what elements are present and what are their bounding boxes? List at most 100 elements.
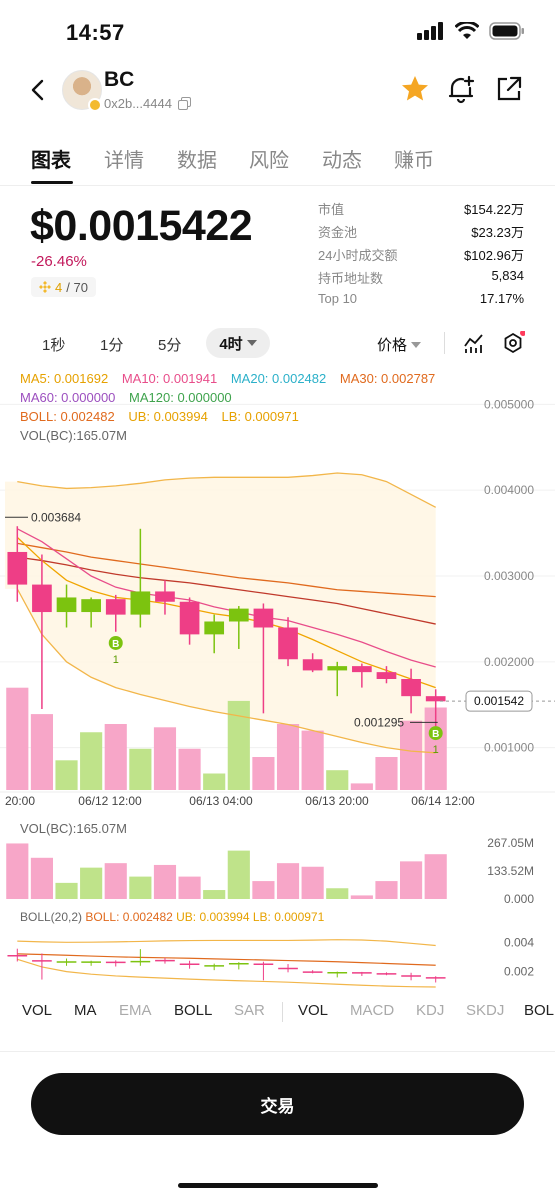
vol-panel-bar [301, 866, 324, 899]
indicator-sar[interactable]: SAR [234, 1002, 265, 1019]
caret-down-icon [246, 340, 257, 346]
share-external-icon[interactable] [494, 74, 524, 104]
candle-body [425, 696, 446, 702]
vol-tick-label: 0.000 [504, 892, 534, 905]
volume-bar [153, 727, 177, 790]
price-type-dropdown[interactable]: 价格 [377, 334, 422, 355]
stat-value: $102.96万 [464, 248, 524, 263]
candle-body [228, 608, 249, 622]
star-icon[interactable] [400, 74, 430, 104]
vol-panel-bar [227, 850, 250, 899]
volume-bar [375, 757, 398, 790]
main-tabs: 图表 详情 数据 风险 动态 赚币 [0, 136, 555, 186]
vol-panel-bar [326, 888, 349, 899]
back-arrow-icon[interactable] [26, 78, 50, 102]
buy-marker-circle [108, 635, 123, 650]
buy-marker-count: 1 [113, 654, 119, 666]
indicator-chart-icon[interactable] [463, 332, 485, 354]
candle-body [327, 666, 348, 671]
tab-details[interactable]: 详情 [104, 150, 144, 172]
candle-body [7, 551, 28, 585]
stat-label: 24小时成交额 [318, 248, 398, 263]
tab-earn[interactable]: 赚币 [394, 150, 434, 172]
ma30-line [17, 542, 436, 598]
legend-ma60: MA60: 0.000000 [20, 390, 116, 405]
volume-bar [104, 724, 127, 790]
interval-bar: 1秒 1分 5分 4时 价格 [0, 328, 555, 358]
tab-chart[interactable]: 图表 [31, 150, 71, 172]
trade-button[interactable]: 交易 [31, 1073, 524, 1135]
legend-ma30: MA30: 0.002787 [339, 371, 436, 386]
vol-tick-label: 133.52M [487, 864, 534, 878]
indicator-boll[interactable]: BOLL [174, 1002, 213, 1019]
volume-bar [203, 773, 226, 790]
token-header: BC 0x2b...4444 [0, 66, 555, 116]
candle-body [130, 591, 151, 615]
boll-panel-mid [17, 953, 436, 966]
current-price-box [465, 690, 533, 712]
y-tick-label: 0.001000 [484, 741, 534, 755]
rank-badge[interactable]: 4 / 70 [31, 277, 96, 297]
status-time: 14:57 [66, 20, 125, 45]
indicator-ema[interactable]: EMA [119, 1002, 152, 1019]
candle-body [278, 627, 298, 660]
tab-risk[interactable]: 风险 [249, 150, 289, 172]
interval-1m[interactable]: 1分 [100, 337, 124, 354]
volume-bar [400, 720, 423, 790]
stat-value: 17.17% [479, 291, 524, 306]
vol-panel-bar [153, 864, 177, 899]
interval-4h-dropdown[interactable]: 4时 [206, 328, 270, 358]
indicator-kdj[interactable]: KDJ [416, 1002, 445, 1019]
price-change: -26.46% [31, 253, 87, 270]
vol-panel-bar [6, 843, 29, 899]
boll-tick-label: 0.004 [504, 936, 534, 950]
candle-body [401, 679, 421, 697]
candle-body [376, 672, 397, 679]
divider [0, 1051, 555, 1052]
indicator-macd[interactable]: MACD [350, 1002, 395, 1019]
legend-lb: LB: 0.000971 [221, 409, 299, 424]
indicator-sub-boll[interactable]: BOLL [524, 1002, 555, 1019]
vol-panel-label: VOL(BC):165.07M [20, 821, 127, 836]
settings-hexagon-icon[interactable] [501, 331, 525, 355]
stat-label: Top 10 [318, 291, 358, 306]
bnb-chain-icon [39, 281, 51, 293]
indicator-sub-vol[interactable]: VOL [298, 1002, 329, 1019]
boll-band-fill [5, 473, 436, 753]
candle-body [253, 608, 274, 628]
boll-lower-line [16, 588, 436, 754]
buy-marker-letter: B [112, 639, 119, 650]
token-address[interactable]: 0x2b...4444 [104, 96, 191, 111]
tab-data[interactable]: 数据 [177, 150, 217, 172]
ma10-line [17, 528, 436, 668]
y-tick-label: 0.003000 [484, 569, 534, 583]
low-price-label: 0.001295 [354, 715, 404, 729]
buy-marker-letter: B [432, 729, 439, 740]
ma-legend: MA5: 0.001692 MA10: 0.001941 MA20: 0.002… [20, 369, 460, 445]
candle-body [204, 621, 225, 635]
rank-total: / 70 [66, 279, 88, 295]
boll-panel-boll: BOLL: 0.002482 [85, 910, 173, 924]
volume-bar [178, 748, 201, 790]
indicator-tabs: VOL MA EMA BOLL SAR VOL MACD KDJ SKDJ BO… [0, 1000, 555, 1024]
ma20-line [17, 556, 436, 625]
boll-panel-lb: LB: 0.000971 [252, 910, 325, 924]
vol-panel-bar [178, 876, 201, 899]
indicator-vol[interactable]: VOL [22, 1002, 53, 1019]
indicator-ma[interactable]: MA [74, 1002, 97, 1019]
tab-activity[interactable]: 动态 [322, 150, 362, 172]
volume-bar [424, 707, 447, 790]
volume-bar [6, 687, 29, 790]
candlestick-chart[interactable]: 0.005000 0.004000 0.003000 0.002000 0.001000… [0, 362, 555, 812]
interval-5m[interactable]: 5分 [158, 337, 182, 354]
vol-panel-bar [276, 863, 300, 899]
volume-bar [227, 700, 250, 790]
boll-panel-ub: UB: 0.003994 [176, 910, 250, 924]
x-tick-label: 20:00 [5, 794, 35, 808]
vol-panel-bar [400, 861, 423, 899]
add-alert-bell-icon[interactable] [446, 74, 476, 104]
interval-1s[interactable]: 1秒 [42, 337, 66, 354]
x-tick-label: 06/14 12:00 [411, 794, 475, 808]
copy-icon[interactable] [177, 97, 191, 110]
indicator-skdj[interactable]: SKDJ [466, 1002, 505, 1019]
